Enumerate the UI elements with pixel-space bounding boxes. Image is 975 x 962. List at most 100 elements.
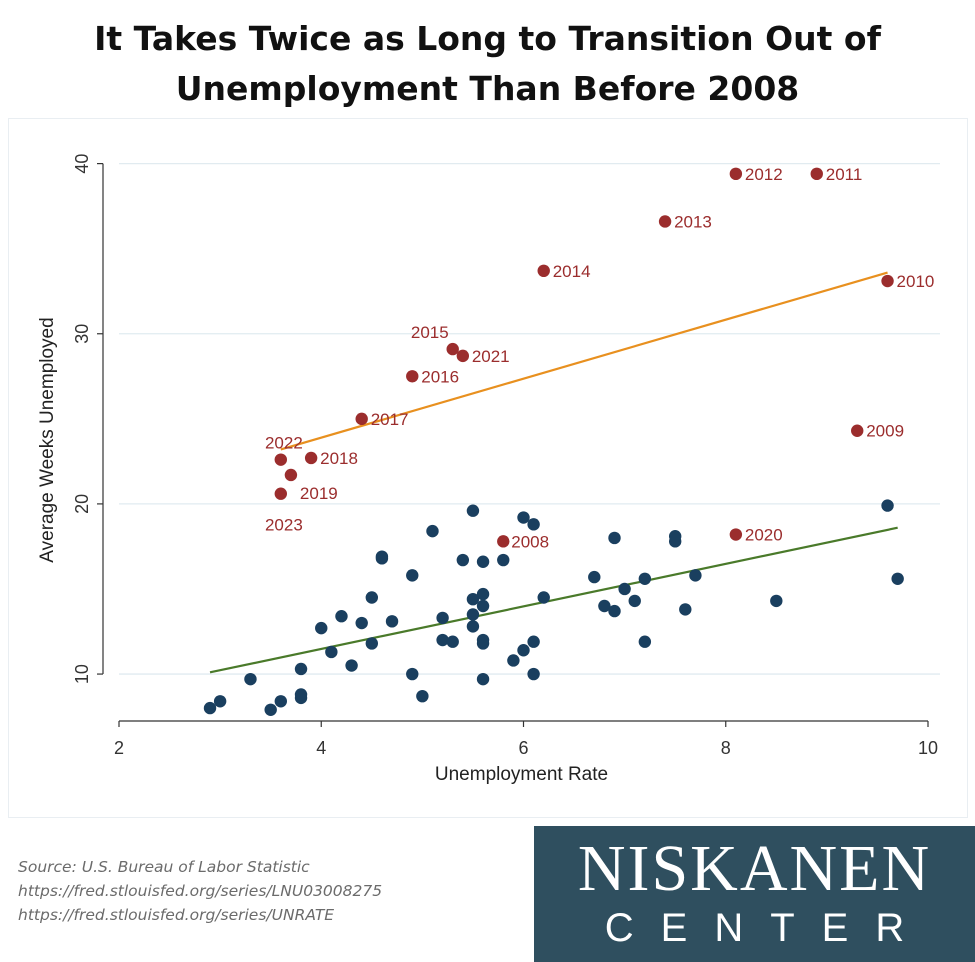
point-post-2008 xyxy=(729,167,743,181)
point-pre-2008 xyxy=(476,555,490,568)
point-label: 2013 xyxy=(674,212,712,231)
point-pre-2008 xyxy=(213,695,227,708)
point-pre-2008 xyxy=(375,550,389,563)
point-label: 2011 xyxy=(826,165,863,184)
grid-lines xyxy=(119,162,940,675)
plot-frame xyxy=(8,118,968,818)
point-pre-2008 xyxy=(537,591,550,604)
point-pre-2008 xyxy=(679,603,692,616)
chart-title: It Takes Twice as Long to Transition Out… xyxy=(0,14,975,114)
point-pre-2008 xyxy=(507,654,520,667)
point-pre-2008 xyxy=(365,637,379,650)
point-labels: 2008 2009 2010 2011 2012 2013 2014 2015 2016 2017… xyxy=(265,165,934,552)
point-post-2008 xyxy=(304,451,318,465)
point-post-2008 xyxy=(851,424,864,437)
point-pre-2008 xyxy=(527,518,540,531)
point-label: 2014 xyxy=(553,262,591,281)
y-tick-label: 40 xyxy=(72,154,92,174)
y-tick-label: 10 xyxy=(72,664,92,684)
point-pre-2008 xyxy=(638,635,652,648)
point-pre-2008 xyxy=(497,553,510,567)
point-post-2008 xyxy=(810,167,823,181)
point-pre-2008 xyxy=(618,582,631,596)
point-post-2008 xyxy=(658,215,672,228)
point-pre-2008 xyxy=(355,616,368,630)
title-line-1: It Takes Twice as Long to Transition Out… xyxy=(94,19,881,58)
point-pre-2008 xyxy=(406,667,419,681)
point-pre-2008 xyxy=(264,703,277,716)
title-line-2: Unemployment Than Before 2008 xyxy=(175,69,800,108)
point-label: 2015 xyxy=(411,323,449,342)
point-pre-2008 xyxy=(466,592,480,606)
point-pre-2008 xyxy=(203,701,217,715)
point-post-2008 xyxy=(537,264,550,278)
point-pre-2008 xyxy=(325,645,338,659)
point-pre-2008 xyxy=(598,599,611,613)
point-label: 2017 xyxy=(371,410,409,429)
point-pre-2008 xyxy=(294,688,308,701)
point-pre-2008 xyxy=(244,672,257,686)
fit-line-pre-2008 xyxy=(209,526,898,674)
point-pre-2008 xyxy=(588,570,601,584)
x-tick-label: 4 xyxy=(316,738,326,758)
point-post-2008 xyxy=(355,412,368,426)
point-pre-2008 xyxy=(517,644,530,657)
x-tick-label: 6 xyxy=(518,738,528,758)
point-pre-2008 xyxy=(365,591,379,604)
point-pre-2008 xyxy=(416,689,429,703)
source-url-2[interactable]: https://fred.stlouisfed.org/series/UNRAT… xyxy=(18,906,335,924)
point-pre-2008 xyxy=(608,531,621,545)
point-label: 2019 xyxy=(300,484,338,503)
point-post-2008 xyxy=(446,342,459,356)
point-pre-2008 xyxy=(527,635,540,648)
x-tick-label: 8 xyxy=(721,738,731,758)
x-axis-title: Unemployment Rate xyxy=(435,764,608,785)
point-pre-2008 xyxy=(517,511,530,524)
point-post-2008 xyxy=(284,468,298,482)
x-tick-label: 2 xyxy=(114,738,124,758)
point-label: 2009 xyxy=(866,422,904,441)
point-pre-2008 xyxy=(466,608,480,621)
point-pre-2008 xyxy=(628,594,641,608)
point-pre-2008 xyxy=(770,594,783,608)
point-pre-2008 xyxy=(476,599,490,613)
point-post-2008 xyxy=(456,349,470,363)
point-pre-2008 xyxy=(426,524,439,538)
data-points xyxy=(203,167,904,716)
point-label: 2023 xyxy=(265,516,303,535)
point-pre-2008 xyxy=(274,695,287,708)
point-pre-2008 xyxy=(456,553,470,567)
point-pre-2008 xyxy=(608,604,621,618)
point-pre-2008 xyxy=(891,572,904,585)
y-tick-label: 30 xyxy=(72,324,92,344)
point-label: 2016 xyxy=(421,367,459,386)
point-label: 2018 xyxy=(320,449,358,468)
source-line: Source: U.S. Bureau of Labor Statistic xyxy=(18,858,310,876)
source-url-1[interactable]: https://fred.stlouisfed.org/series/LNU03… xyxy=(18,882,383,900)
point-label: 2012 xyxy=(745,165,783,184)
point-pre-2008 xyxy=(446,635,459,648)
point-pre-2008 xyxy=(466,620,480,633)
point-label: 2022 xyxy=(265,434,303,453)
fit-lines xyxy=(209,271,898,674)
logo-word-top: NISKANEN xyxy=(577,832,932,905)
point-pre-2008 xyxy=(476,672,490,686)
source-note: Source: U.S. Bureau of Labor Statistic h… xyxy=(18,855,382,927)
point-pre-2008 xyxy=(335,610,348,623)
axes: 10 20 30 40 2 4 6 8 10 Unemployment Rate Average W… xyxy=(37,154,938,785)
point-pre-2008 xyxy=(476,633,490,647)
point-label: 2008 xyxy=(511,532,549,551)
point-pre-2008 xyxy=(881,499,894,512)
point-pre-2008 xyxy=(345,659,358,672)
point-pre-2008 xyxy=(294,662,308,676)
point-pre-2008 xyxy=(436,611,449,625)
point-pre-2008 xyxy=(466,504,480,517)
logo-word-bottom: CENTER xyxy=(604,906,932,950)
y-axis-title: Average Weeks Unemployed xyxy=(37,317,58,562)
point-label: 2021 xyxy=(472,347,510,366)
point-pre-2008 xyxy=(638,572,652,585)
point-pre-2008 xyxy=(315,621,328,635)
y-tick-label: 20 xyxy=(72,494,92,514)
point-label: 2010 xyxy=(897,272,935,291)
